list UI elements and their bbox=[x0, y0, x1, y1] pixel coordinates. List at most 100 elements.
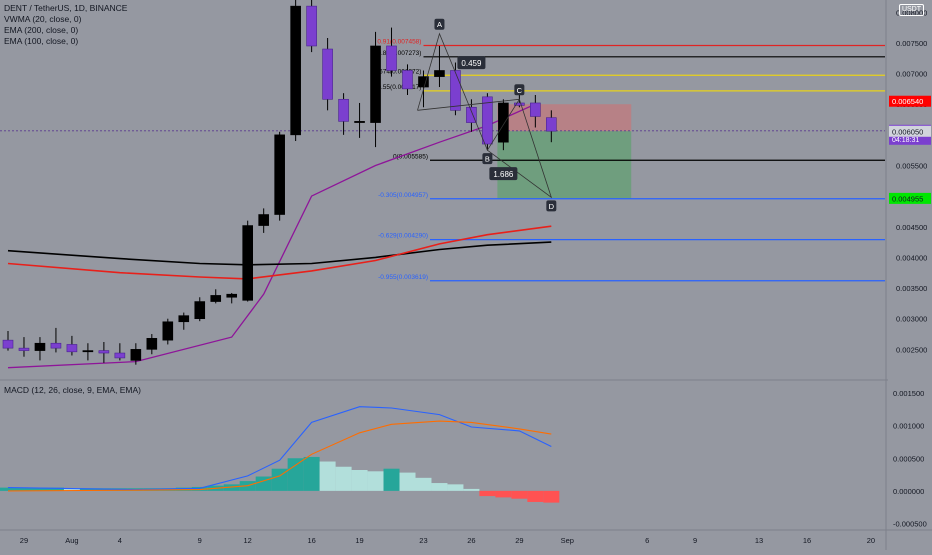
macd-bar bbox=[527, 490, 544, 502]
price-label-text: 0.006540 bbox=[892, 97, 923, 106]
signal-line bbox=[7, 420, 552, 492]
fib-level-label: -0.955(0.003619) bbox=[378, 274, 428, 281]
price-label-box bbox=[889, 192, 931, 204]
macd-bar bbox=[367, 471, 384, 491]
price-tick-label: 0.005500 bbox=[896, 161, 927, 170]
candle-body bbox=[34, 342, 46, 351]
macd-bar bbox=[31, 487, 48, 491]
macd-bar bbox=[63, 488, 80, 491]
indicator-ema100[interactable]: EMA (100, close, 0) bbox=[4, 36, 79, 46]
pattern-point-box bbox=[546, 200, 557, 212]
fib-level-label: -0.629(0.004290) bbox=[378, 233, 428, 240]
indicator-vwma[interactable]: VWMA (20, close, 0) bbox=[4, 14, 82, 24]
macd-histogram bbox=[0, 456, 560, 503]
macd-bar bbox=[415, 477, 432, 491]
macd-tick-label: -0.000500 bbox=[893, 519, 927, 528]
chart-legend: DENT / TetherUS, 1D, BINANCE VWMA (20, c… bbox=[4, 3, 127, 47]
macd-bar bbox=[383, 468, 400, 491]
candle-body bbox=[18, 347, 30, 351]
fib-level-label: 0.55(0.006717) bbox=[377, 84, 421, 91]
price-label-text: 0.004955 bbox=[892, 194, 923, 203]
candle-body bbox=[114, 352, 126, 359]
price-label-text: 0.006050 bbox=[892, 127, 923, 136]
time-tick-label: 20 bbox=[867, 536, 875, 545]
candle-body bbox=[306, 5, 317, 47]
candle-body bbox=[386, 45, 397, 71]
candles bbox=[2, 0, 557, 365]
price-tick-label: 0.008000 bbox=[896, 8, 927, 17]
macd-bar bbox=[0, 487, 16, 491]
candle-body bbox=[338, 98, 349, 122]
candle-body bbox=[322, 48, 333, 100]
macd-tick-label: 0.001500 bbox=[893, 389, 924, 398]
price-label-box bbox=[889, 95, 931, 107]
time-tick-label: 26 bbox=[467, 536, 475, 545]
fib-level-label: 0.674(0.006972) bbox=[374, 68, 422, 75]
time-tick-label: 16 bbox=[803, 536, 811, 545]
macd-legend[interactable]: MACD (12, 26, close, 9, EMA, EMA) bbox=[4, 385, 141, 395]
candle-body bbox=[402, 70, 413, 90]
macd-bar bbox=[271, 468, 288, 491]
currency-badge[interactable]: USDT bbox=[898, 4, 924, 16]
price-axis-ticks: 0.0080000.0075000.0070000.0065000.006000… bbox=[896, 8, 927, 354]
candle-body bbox=[450, 70, 461, 111]
indicator-ema200[interactable]: EMA (200, close, 0) bbox=[4, 25, 79, 35]
candle-body bbox=[290, 5, 301, 136]
macd-bar bbox=[223, 484, 240, 491]
harmonic-lines bbox=[417, 32, 553, 199]
fib-level-label: -0.305(0.004957) bbox=[378, 192, 428, 199]
candle-body bbox=[482, 96, 493, 145]
candle-body bbox=[258, 214, 269, 226]
symbol-title[interactable]: DENT / TetherUS, 1D, BINANCE bbox=[4, 3, 128, 13]
macd-tick-label: 0.001000 bbox=[893, 422, 924, 431]
time-tick-label: Aug bbox=[65, 536, 78, 545]
macd-bar bbox=[351, 470, 368, 491]
ratio-box bbox=[457, 56, 486, 70]
candle-body bbox=[50, 342, 62, 349]
candle-body bbox=[418, 76, 429, 88]
candle-body bbox=[162, 321, 174, 341]
ma-line-2 bbox=[7, 225, 552, 280]
price-tick-label: 0.004500 bbox=[896, 223, 927, 232]
fib-level-label: 0.91(0.007458) bbox=[377, 38, 421, 45]
take-profit-zone bbox=[497, 131, 632, 199]
pattern-point-box bbox=[514, 84, 525, 96]
time-tick-label: Sep bbox=[561, 536, 574, 545]
macd-axis-ticks: 0.001500 0.001000 0.000500 0.000000 -0.00050… bbox=[893, 389, 927, 528]
time-tick-label: 4 bbox=[118, 536, 122, 545]
candle-body bbox=[130, 349, 142, 361]
macd-line bbox=[7, 406, 552, 491]
candle-body bbox=[514, 102, 525, 106]
candle-body bbox=[546, 117, 557, 132]
fib-levels: 0.91(0.007458) 0.82(0.007273) 0.674(0.0069… bbox=[374, 38, 885, 282]
pattern-point-label: B bbox=[485, 155, 490, 164]
price-label-box bbox=[889, 125, 931, 137]
candle-body bbox=[82, 350, 94, 353]
macd-tick-label: 0.000500 bbox=[893, 454, 924, 463]
pattern-point-label: D bbox=[549, 202, 555, 211]
macd-bar bbox=[319, 461, 336, 491]
price-tick-label: 0.002500 bbox=[896, 345, 927, 354]
pattern-point-box bbox=[434, 18, 445, 30]
price-tick-label: 0.007000 bbox=[896, 70, 927, 79]
time-tick-label: 12 bbox=[244, 536, 252, 545]
ma-line-0 bbox=[7, 103, 536, 369]
time-tick-label: 19 bbox=[355, 536, 363, 545]
time-tick-label: 16 bbox=[307, 536, 315, 545]
candle-body bbox=[210, 295, 222, 302]
candle-body bbox=[226, 293, 238, 298]
price-tick-label: 0.003000 bbox=[896, 315, 927, 324]
macd-bar bbox=[479, 490, 496, 497]
macd-bar bbox=[431, 483, 448, 491]
candle-body bbox=[98, 350, 110, 354]
price-tick-label: 0.004000 bbox=[896, 253, 927, 262]
macd-bar bbox=[463, 488, 480, 491]
candle-body bbox=[354, 121, 365, 123]
macd-bar bbox=[495, 490, 512, 498]
countdown-label: 04:18:31 bbox=[892, 137, 919, 144]
macd-bar bbox=[47, 487, 64, 491]
macd-bar bbox=[191, 486, 208, 491]
candle-body bbox=[434, 70, 445, 77]
